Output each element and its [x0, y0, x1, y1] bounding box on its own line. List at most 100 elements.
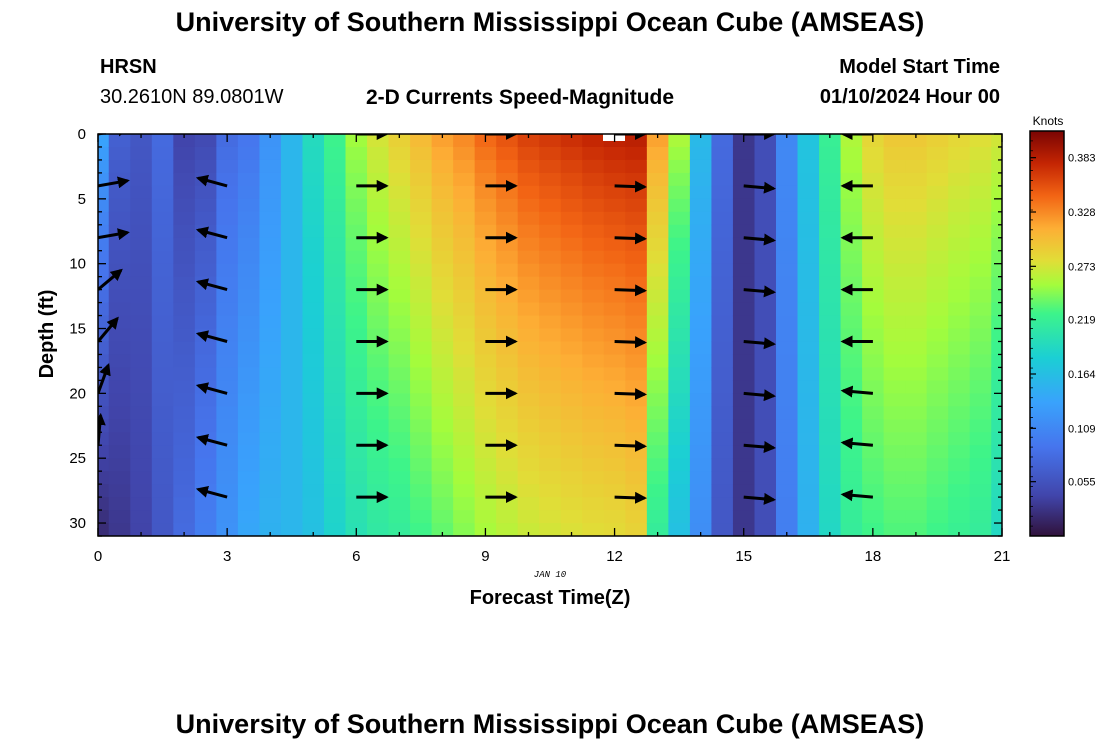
heatmap-cell: [194, 510, 217, 524]
heatmap-cell: [98, 445, 110, 459]
heatmap-cell: [431, 250, 454, 265]
heatmap-cell: [280, 432, 304, 446]
heatmap-cell: [646, 471, 669, 485]
heatmap-cell: [517, 263, 540, 278]
heatmap-cell: [689, 185, 713, 200]
heatmap-cell: [496, 497, 519, 511]
heatmap-cell: [969, 315, 992, 330]
heatmap-cell: [711, 263, 734, 278]
heatmap-cell: [926, 172, 949, 187]
heatmap-cell: [948, 380, 971, 394]
heatmap-cell: [711, 380, 734, 394]
heatmap-cell: [367, 510, 390, 524]
heatmap-cell: [539, 328, 562, 343]
current-arrow: [195, 278, 228, 292]
heatmap-cell: [582, 458, 605, 472]
heatmap-cell: [840, 198, 863, 213]
heatmap-cell: [862, 471, 885, 485]
heatmap-cell: [862, 328, 885, 343]
heatmap-cell: [840, 393, 863, 407]
heatmap-cell: [905, 315, 928, 330]
heatmap-cell: [98, 250, 110, 265]
heatmap-cell: [776, 393, 799, 407]
heatmap-cell: [711, 315, 734, 330]
heatmap-cell: [194, 523, 217, 536]
heatmap-cell: [280, 510, 304, 524]
heatmap-cell: [732, 289, 756, 304]
heatmap-cell: [625, 172, 648, 187]
heatmap-cell: [732, 185, 756, 200]
heatmap-cell: [517, 224, 540, 239]
heatmap-cell: [388, 159, 411, 174]
heatmap-cell: [926, 367, 949, 381]
heatmap-cell: [237, 510, 261, 524]
heatmap-cell: [819, 211, 842, 226]
heatmap-cell: [948, 237, 971, 252]
heatmap-cell: [991, 458, 1002, 472]
heatmap-cell: [280, 484, 304, 498]
heatmap-cell: [776, 263, 799, 278]
current-arrow: [98, 228, 130, 241]
heatmap-cell: [754, 159, 777, 174]
heatmap-cell: [646, 134, 669, 148]
heatmap-cell: [711, 406, 734, 420]
heatmap-cell: [732, 497, 756, 511]
heatmap-cell: [173, 146, 196, 161]
heatmap-cell: [130, 263, 153, 278]
heatmap-cell: [517, 354, 540, 369]
heatmap-cell: [948, 172, 971, 187]
heatmap-cell: [496, 185, 519, 200]
heatmap-cell: [840, 523, 863, 536]
heatmap-cell: [388, 224, 411, 239]
heatmap-cell: [668, 224, 691, 239]
heatmap-cell: [711, 224, 734, 239]
heatmap-cell: [431, 341, 454, 356]
heatmap-cell: [302, 224, 325, 239]
heatmap-cell: [711, 497, 734, 511]
heatmap-cell: [776, 276, 799, 291]
heatmap-cell: [237, 159, 261, 174]
heatmap-cell: [582, 341, 605, 356]
current-arrow: [195, 486, 228, 499]
heatmap-cell: [517, 185, 540, 200]
heatmap-cell: [646, 445, 669, 459]
heatmap-cell: [280, 237, 304, 252]
heatmap-cell: [948, 276, 971, 291]
current-arrow: [743, 181, 776, 194]
heatmap-cell: [410, 276, 433, 291]
heatmap-cell: [259, 328, 282, 343]
heatmap-cell: [367, 146, 390, 161]
heatmap-cell: [948, 497, 971, 511]
current-arrow: [98, 362, 111, 394]
heatmap-cell: [173, 185, 196, 200]
heatmap-cell: [259, 159, 282, 174]
heatmap-cell: [474, 497, 497, 511]
heatmap-cell: [625, 523, 648, 536]
heatmap-cell: [151, 185, 174, 200]
heatmap-cell: [410, 484, 433, 498]
current-vectors: [98, 134, 1002, 505]
heatmap-cell: [969, 458, 992, 472]
heatmap-cell: [711, 134, 734, 148]
heatmap-cell: [345, 237, 368, 252]
heatmap-cell: [948, 263, 971, 278]
heatmap-cell: [367, 406, 390, 420]
heatmap-cell: [280, 276, 304, 291]
heatmap-cell: [431, 328, 454, 343]
heatmap-cell: [862, 380, 885, 394]
heatmap-cell: [560, 497, 583, 511]
current-arrow: [1001, 445, 1002, 447]
heatmap-cell: [194, 159, 217, 174]
heatmap-cell: [883, 224, 906, 239]
heatmap-cell: [259, 341, 282, 356]
heatmap-cell: [754, 302, 777, 317]
heatmap-cell: [280, 134, 304, 148]
heatmap-cell: [732, 393, 756, 407]
heatmap-cell: [237, 484, 261, 498]
heatmap-cell: [668, 354, 691, 369]
heatmap-cell: [345, 159, 368, 174]
heatmap-cell: [410, 380, 433, 394]
heatmap-cell: [496, 510, 519, 524]
heatmap-cell: [689, 276, 713, 291]
heatmap-cell: [151, 341, 174, 356]
